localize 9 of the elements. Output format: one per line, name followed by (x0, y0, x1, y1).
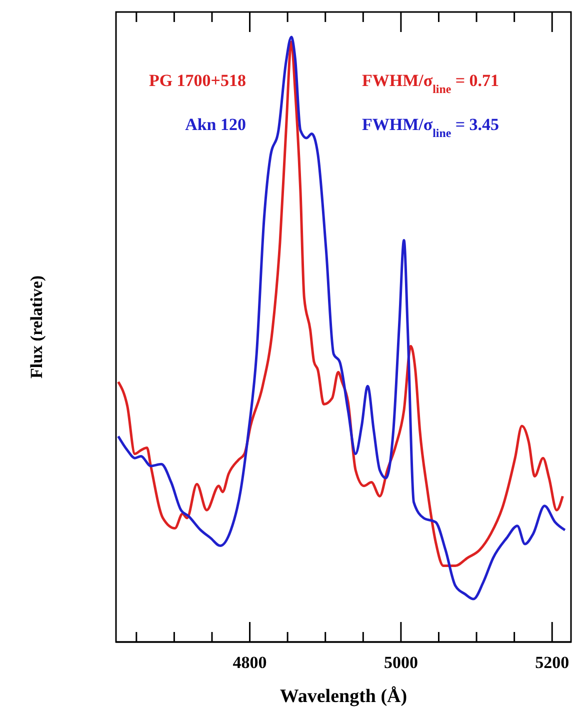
y-axis-title: Flux (relative) (27, 275, 46, 379)
series-label: Akn 120 (185, 115, 246, 134)
x-tick-label: 4800 (232, 653, 267, 672)
text: PG 1700+518 (148, 71, 246, 90)
annotation: FWHM/σ$_{line}$ = 3.45 (362, 115, 500, 140)
x-tick-label: 5200 (535, 653, 570, 672)
x-tick-label: 5000 (384, 653, 418, 672)
annotation: FWHM/σ$_{line}$ = 0.71 (362, 71, 500, 96)
x-axis-title: Wavelength (Å) (280, 686, 408, 707)
